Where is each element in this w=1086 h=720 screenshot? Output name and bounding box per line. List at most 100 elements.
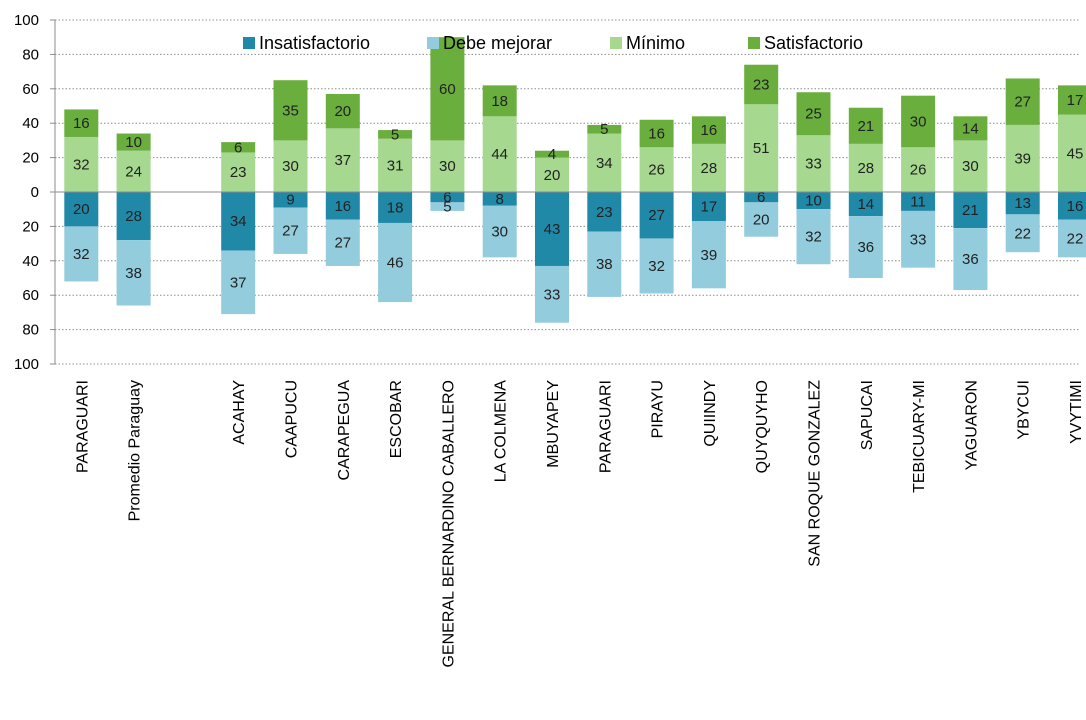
- data-label: 60: [439, 81, 456, 98]
- data-label: 23: [596, 204, 613, 221]
- x-category-label: CAAPUCU: [284, 380, 301, 458]
- bar-segment: [1058, 192, 1086, 220]
- x-category-label: ESCOBAR: [388, 380, 405, 458]
- bar-segment: [587, 231, 622, 297]
- bar-segment: [378, 192, 413, 223]
- data-label: 37: [230, 274, 247, 291]
- bar-segment: [639, 147, 674, 192]
- data-label: 36: [962, 251, 979, 268]
- legend-label: Insatisfactorio: [259, 33, 370, 53]
- data-label: 28: [125, 208, 142, 225]
- bar-segment: [691, 221, 726, 289]
- bar-segment: [744, 192, 779, 203]
- bar-segment: [901, 210, 936, 268]
- bar-segment: [953, 228, 988, 291]
- data-label: 21: [857, 118, 874, 135]
- data-label: 6: [757, 189, 765, 206]
- data-label: 8: [496, 191, 504, 208]
- bar-segment: [744, 202, 779, 237]
- bar-segment: [430, 192, 465, 203]
- data-label: 5: [600, 121, 608, 138]
- bar-segment: [116, 133, 151, 151]
- x-category-label: PARAGUARI: [597, 380, 614, 473]
- bar-segment: [273, 207, 308, 254]
- data-label: 35: [282, 102, 299, 119]
- data-label: 17: [1067, 92, 1084, 109]
- bar-segment: [587, 192, 622, 232]
- data-label: 28: [857, 160, 874, 177]
- data-label: 16: [701, 122, 718, 139]
- y-tick-label: 20: [22, 218, 39, 235]
- bar-segment: [221, 142, 256, 153]
- bar-segment: [378, 222, 413, 303]
- data-label: 25: [805, 106, 822, 123]
- bar-segment: [691, 143, 726, 192]
- data-label: 5: [443, 199, 451, 216]
- data-label: 9: [286, 192, 294, 209]
- data-label: 43: [544, 221, 561, 238]
- bar-segment: [430, 140, 465, 192]
- data-label: 30: [439, 158, 456, 175]
- y-tick-label: 40: [22, 253, 39, 270]
- data-label: 27: [334, 235, 351, 252]
- data-label: 16: [73, 115, 90, 132]
- data-label: 44: [491, 146, 508, 163]
- bar-segment: [744, 64, 779, 105]
- bar-segment: [1005, 78, 1040, 125]
- bar-segment: [378, 130, 413, 139]
- data-label: 34: [230, 213, 247, 230]
- bar-segment: [848, 107, 883, 144]
- bar-segment: [848, 192, 883, 217]
- bars: 20 32 32 16 28 38 24 10 34 37 23 6 9 27 30 35 16 27 37 20 18…: [64, 37, 1086, 323]
- bar-segment: [901, 147, 936, 192]
- data-label: 16: [648, 126, 665, 143]
- legend-swatch: [610, 37, 622, 49]
- data-label: 27: [282, 223, 299, 240]
- x-category-label: PARAGUARI: [74, 380, 91, 473]
- bar-segment: [116, 150, 151, 192]
- data-label: 6: [234, 139, 242, 156]
- bar-segment: [796, 135, 831, 192]
- x-category-label: ACAHAY: [231, 380, 248, 445]
- bar-segment: [691, 192, 726, 222]
- data-label: 32: [805, 229, 822, 246]
- data-label: 30: [282, 158, 299, 175]
- data-label: 21: [962, 202, 979, 219]
- bar-segment: [273, 140, 308, 192]
- data-label: 22: [1067, 230, 1084, 247]
- data-label: 16: [1067, 198, 1084, 215]
- y-tick-label: 40: [22, 115, 39, 132]
- y-tick-label: 80: [22, 322, 39, 339]
- legend-swatch: [427, 37, 439, 49]
- legend-label: Satisfactorio: [764, 33, 863, 53]
- data-label: 5: [391, 126, 399, 143]
- data-label: 37: [334, 152, 351, 169]
- bar-segment: [221, 192, 256, 251]
- bar-segment: [1005, 124, 1040, 192]
- bar-segment: [221, 250, 256, 315]
- data-label: 46: [387, 255, 404, 272]
- legend-label: Debe mejorar: [443, 33, 552, 53]
- bar-segment: [953, 140, 988, 192]
- bar-segment: [325, 93, 360, 129]
- data-label: 18: [491, 93, 508, 110]
- x-category-label: Promedio Paraguay: [127, 380, 144, 521]
- bar-segment: [535, 150, 569, 158]
- x-category-label: SAN ROQUE GONZALEZ: [807, 380, 824, 567]
- bar-segment: [325, 128, 360, 192]
- data-label: 30: [491, 224, 508, 241]
- bar-segment: [901, 95, 936, 148]
- bar-segment: [273, 80, 308, 141]
- bar-segment: [848, 216, 883, 278]
- data-label: 32: [648, 258, 665, 275]
- bar-segment: [953, 116, 988, 141]
- data-label: 4: [548, 146, 556, 163]
- bar-segment: [1058, 219, 1086, 258]
- bar-segment: [64, 109, 99, 137]
- data-label: 28: [701, 160, 718, 177]
- data-label: 11: [910, 193, 926, 210]
- data-label: 39: [1014, 150, 1031, 167]
- data-label: 22: [1014, 225, 1031, 242]
- data-label: 23: [753, 77, 770, 94]
